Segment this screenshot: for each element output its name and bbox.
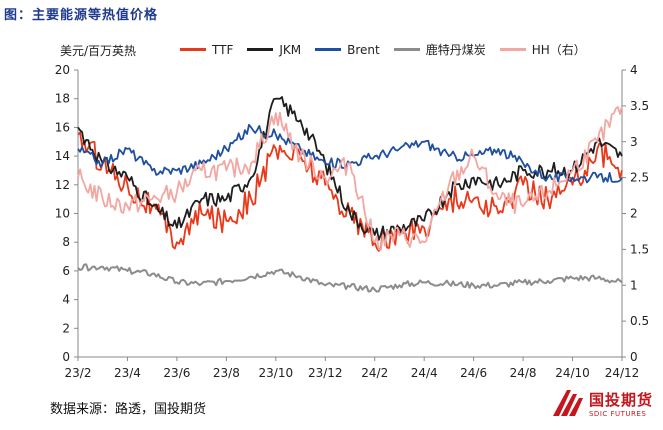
series-line-brent bbox=[77, 123, 623, 184]
legend-label-jkm: JKM bbox=[279, 42, 302, 57]
x-tick-label: 24/12 bbox=[605, 366, 640, 380]
legend-swatch-ttf bbox=[180, 48, 206, 51]
legend-item-ttf: TTF bbox=[180, 41, 233, 58]
series-line-coal bbox=[77, 263, 623, 293]
y-left-tick-label: 8 bbox=[62, 235, 70, 249]
legend-item-coal: 鹿特丹煤炭 bbox=[393, 41, 486, 58]
legend-label-coal: 鹿特丹煤炭 bbox=[425, 43, 486, 57]
x-tick-label: 23/12 bbox=[308, 366, 343, 380]
legend-label-ttf: TTF bbox=[212, 42, 234, 57]
x-tick-label: 24/10 bbox=[555, 366, 590, 380]
legend-swatch-coal bbox=[393, 48, 420, 51]
chart-legend: TTF JKM Brent 鹿特丹煤炭 HH（右） bbox=[180, 41, 600, 58]
logo-icon bbox=[552, 390, 583, 416]
legend-swatch-brent bbox=[315, 48, 342, 51]
company-logo: 国投期货 SDIC FUTURES bbox=[551, 388, 653, 418]
x-tick-label: 24/4 bbox=[411, 366, 438, 380]
y-left-tick-label: 20 bbox=[55, 63, 70, 77]
y-left-tick-label: 0 bbox=[62, 350, 70, 364]
x-tick-label: 23/2 bbox=[65, 366, 92, 380]
x-tick-label: 24/6 bbox=[460, 366, 487, 380]
legend-item-brent: Brent bbox=[315, 41, 380, 58]
x-tick-label: 23/6 bbox=[163, 366, 190, 380]
legend-label-brent: Brent bbox=[347, 42, 380, 57]
series-line-jkm bbox=[77, 96, 623, 241]
series-line-ttf bbox=[77, 131, 623, 252]
source-note: 数据来源：路透，国投期货 bbox=[50, 402, 207, 417]
y-left-tick-label: 2 bbox=[62, 321, 70, 335]
y-right-tick-label: 3 bbox=[630, 135, 638, 149]
y-left-tick-label: 12 bbox=[55, 178, 70, 192]
y-left-tick-label: 4 bbox=[62, 293, 70, 307]
x-tick-label: 24/2 bbox=[361, 366, 388, 380]
logo-text-cn: 国投期货 bbox=[588, 390, 653, 409]
y-right-tick-label: 0.5 bbox=[630, 314, 649, 328]
legend-swatch-jkm bbox=[247, 48, 274, 51]
y-right-tick-label: 3.5 bbox=[630, 99, 649, 113]
y-right-tick-label: 0 bbox=[630, 350, 638, 364]
y-left-tick-label: 16 bbox=[55, 120, 70, 134]
series-line-hh bbox=[77, 105, 623, 251]
y-right-tick-label: 1 bbox=[630, 278, 638, 292]
legend-item-hh: HH（右） bbox=[499, 41, 586, 58]
legend-label-hh: HH（右） bbox=[531, 43, 586, 57]
x-tick-label: 24/8 bbox=[510, 366, 537, 380]
y-left-tick-label: 14 bbox=[55, 149, 70, 163]
legend-item-jkm: JKM bbox=[247, 41, 301, 58]
figure-title: 图：主要能源等热值价格 bbox=[4, 8, 159, 23]
x-tick-label: 23/10 bbox=[259, 366, 294, 380]
y-left-tick-label: 6 bbox=[62, 264, 70, 278]
x-tick-label: 23/4 bbox=[114, 366, 141, 380]
price-chart: 0 2 4 6 8 10 12 14 16 18 20 0 0.5 1 1.5 2 2.5 3 3.5 4 23/2 23… bbox=[55, 63, 649, 380]
logo-text-en: SDIC FUTURES bbox=[588, 409, 647, 418]
y-right-tick-label: 1.5 bbox=[630, 242, 649, 256]
y-right-tick-label: 2 bbox=[630, 207, 638, 221]
legend-swatch-hh bbox=[499, 48, 526, 51]
y-left-tick-label: 18 bbox=[55, 92, 70, 106]
y-left-tick-label: 10 bbox=[55, 207, 70, 221]
unit-label: 美元/百万英热 bbox=[60, 44, 137, 58]
y-right-tick-label: 2.5 bbox=[630, 171, 649, 185]
y-right-tick-label: 4 bbox=[630, 63, 638, 77]
x-tick-label: 23/8 bbox=[213, 366, 240, 380]
